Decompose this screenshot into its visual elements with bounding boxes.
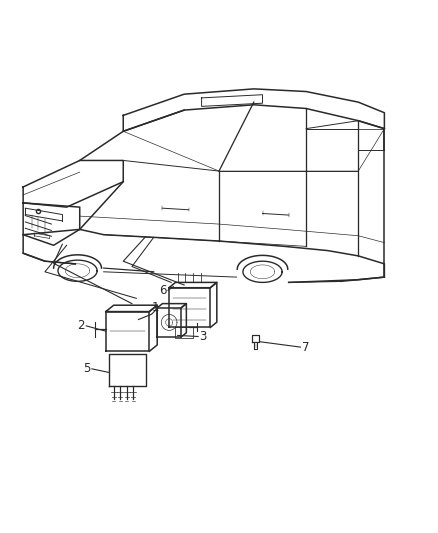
Text: 3: 3 — [199, 330, 207, 343]
Text: 2: 2 — [78, 319, 85, 333]
Text: 5: 5 — [83, 362, 91, 375]
Text: 6: 6 — [159, 284, 167, 297]
Text: 1: 1 — [152, 301, 159, 314]
Text: 7: 7 — [302, 341, 309, 353]
